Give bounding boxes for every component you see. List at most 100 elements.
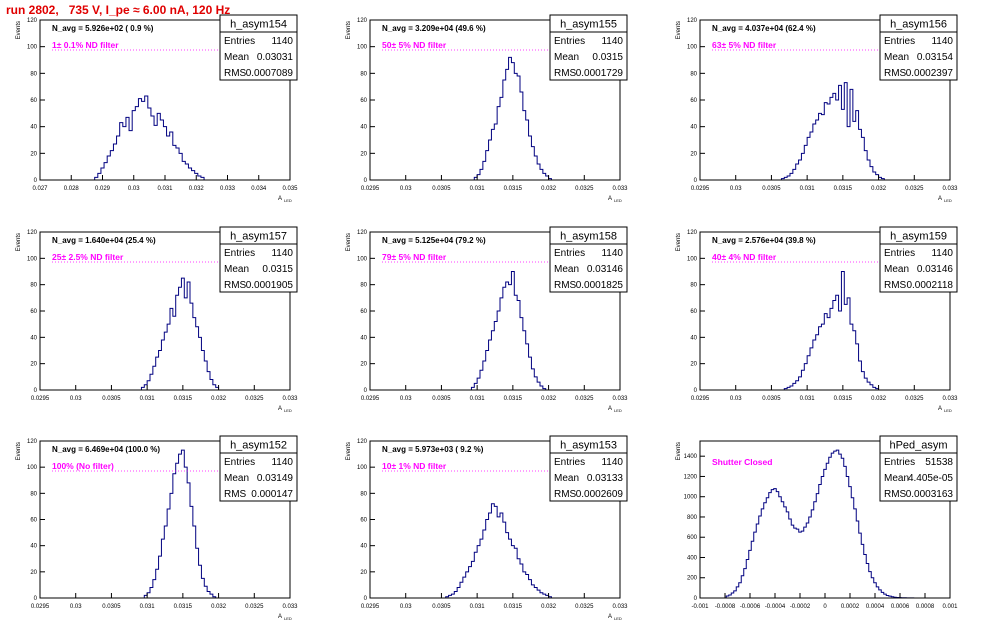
x-tick-label: 0.0295 [361, 396, 380, 402]
x-tick-label: -0.0008 [715, 604, 736, 610]
stats-label-mean: Mean [554, 473, 579, 484]
histogram-bin [816, 120, 819, 180]
stats-label-rms: RMS [224, 489, 247, 500]
stats-label-mean: Mean [884, 52, 909, 63]
x-tick-label: 0.0295 [361, 604, 380, 610]
x-tick-label: 0.03 [400, 396, 412, 402]
stats-value-entries: 51538 [925, 457, 953, 468]
x-axis-label: A [938, 196, 942, 202]
stats-box [549, 243, 628, 293]
y-tick-label: 20 [360, 570, 367, 576]
x-tick-label: 0.0315 [174, 604, 193, 610]
filter-annotation: 10± 1% ND filter [382, 461, 447, 471]
x-tick-label: 0.0002 [841, 604, 860, 610]
histogram-bin [506, 69, 509, 180]
histogram-bin [850, 324, 853, 390]
stats-value-entries: 1140 [271, 248, 293, 259]
histogram-bin [846, 476, 849, 598]
histogram-bin [497, 311, 500, 390]
y-tick-label: 80 [30, 71, 37, 77]
histogram-bin [509, 57, 512, 180]
stats-value-rms: 0.0001729 [576, 68, 624, 79]
stats-value-entries: 1140 [271, 457, 293, 468]
stats-value-rms: 0.0001905 [246, 280, 294, 291]
y-tick-label: 60 [360, 518, 367, 524]
histogram-bin [796, 529, 799, 598]
histogram-bin [794, 528, 797, 598]
navg-label: N_avg = 1.640e+04 (25.4 %) [52, 236, 156, 245]
x-axis-label: A [608, 196, 612, 202]
filter-annotation: 63± 5% ND filter [712, 40, 777, 50]
x-tick-label: 0.032 [541, 186, 557, 192]
histogram-bin [776, 492, 779, 598]
stats-value-rms: 0.0002118 [906, 280, 953, 291]
stats-label-entries: Entries [224, 248, 255, 259]
histogram-bin [816, 335, 819, 390]
filter-annotation: 50± 5% ND filter [382, 40, 447, 50]
filter-annotation: 1± 0.1% ND filter [52, 40, 119, 50]
histogram-bin [774, 489, 777, 598]
x-tick-label: 0.032 [541, 396, 557, 402]
y-tick-label: 0 [694, 596, 698, 602]
navg-label: N_avg = 5.973e+03 ( 9.2 %) [382, 445, 484, 454]
histogram-bin [756, 524, 759, 598]
stats-value-entries: 1140 [601, 36, 623, 47]
histogram-bin [164, 332, 167, 390]
stats-box [549, 31, 628, 81]
x-tick-label: 0.0315 [174, 396, 193, 402]
x-tick-label: 0.033 [612, 186, 628, 192]
x-tick-label: 0.03 [730, 396, 742, 402]
x-tick-label: 0.0295 [691, 186, 710, 192]
stats-label-entries: Entries [554, 248, 585, 259]
histogram-bin [514, 73, 517, 180]
histogram-bin [480, 539, 483, 598]
y-axis-label: Events [16, 442, 22, 460]
y-tick-label: 40 [360, 125, 367, 131]
y-tick-label: 20 [690, 362, 697, 368]
navg-label: N_avg = 5.926e+02 ( 0.9 %) [52, 24, 154, 33]
x-tick-label: 0.033 [220, 186, 236, 192]
x-axis-label: A [608, 406, 612, 412]
histogram-bin [506, 282, 509, 390]
histogram-outline [780, 82, 885, 180]
x-axis-label: A [608, 614, 612, 620]
histogram-bin [833, 93, 836, 180]
histogram-bin [769, 493, 772, 598]
navg-label: N_avg = 5.125e+04 (79.2 %) [382, 236, 486, 245]
x-tick-label: 0.0325 [905, 396, 924, 402]
y-tick-label: 100 [687, 45, 698, 51]
histogram-bin [826, 463, 829, 598]
histogram-bin [509, 285, 512, 390]
y-axis-label: Events [676, 21, 682, 39]
histogram-bin [145, 96, 148, 180]
x-tick-label: 0.0305 [102, 604, 121, 610]
stats-value-mean: 0.03149 [257, 473, 294, 484]
histogram-bin [491, 504, 494, 598]
x-tick-label: 0.03 [400, 186, 412, 192]
y-tick-label: 120 [27, 439, 38, 445]
stats-label-mean: Mean [884, 473, 909, 484]
histogram-bin [497, 517, 500, 598]
x-tick-label: -0.0002 [790, 604, 811, 610]
histogram-bin [809, 517, 812, 598]
y-tick-label: 0 [364, 178, 368, 184]
x-tick-label: 0.0315 [834, 396, 853, 402]
x-tick-label: 0.031 [140, 604, 156, 610]
x-tick-label: 0.0305 [102, 396, 121, 402]
y-tick-label: 0 [364, 596, 368, 602]
y-tick-label: 100 [357, 256, 368, 262]
x-tick-label: 0.0295 [31, 604, 50, 610]
y-tick-label: 20 [30, 570, 37, 576]
y-tick-label: 20 [360, 362, 367, 368]
histogram-bin [851, 498, 854, 598]
histogram-panel: -0.001 -0.0008 -0.0006 -0.0004 -0.0002 0 0.000… [676, 435, 958, 610]
x-tick-label: 0.032 [211, 604, 227, 610]
x-axis-label: A [938, 406, 942, 412]
x-tick-label: 0.031 [800, 396, 816, 402]
x-tick-label: 0.033 [282, 604, 298, 610]
histogram-bin [523, 111, 526, 180]
histogram-bin [831, 453, 834, 598]
histogram-bin [811, 510, 814, 598]
histogram-panel: 0.0295 0.03 0.0305 0.031 0.0315 0.032 0.0325 0.… [346, 226, 628, 413]
y-axis-label: Events [16, 233, 22, 251]
